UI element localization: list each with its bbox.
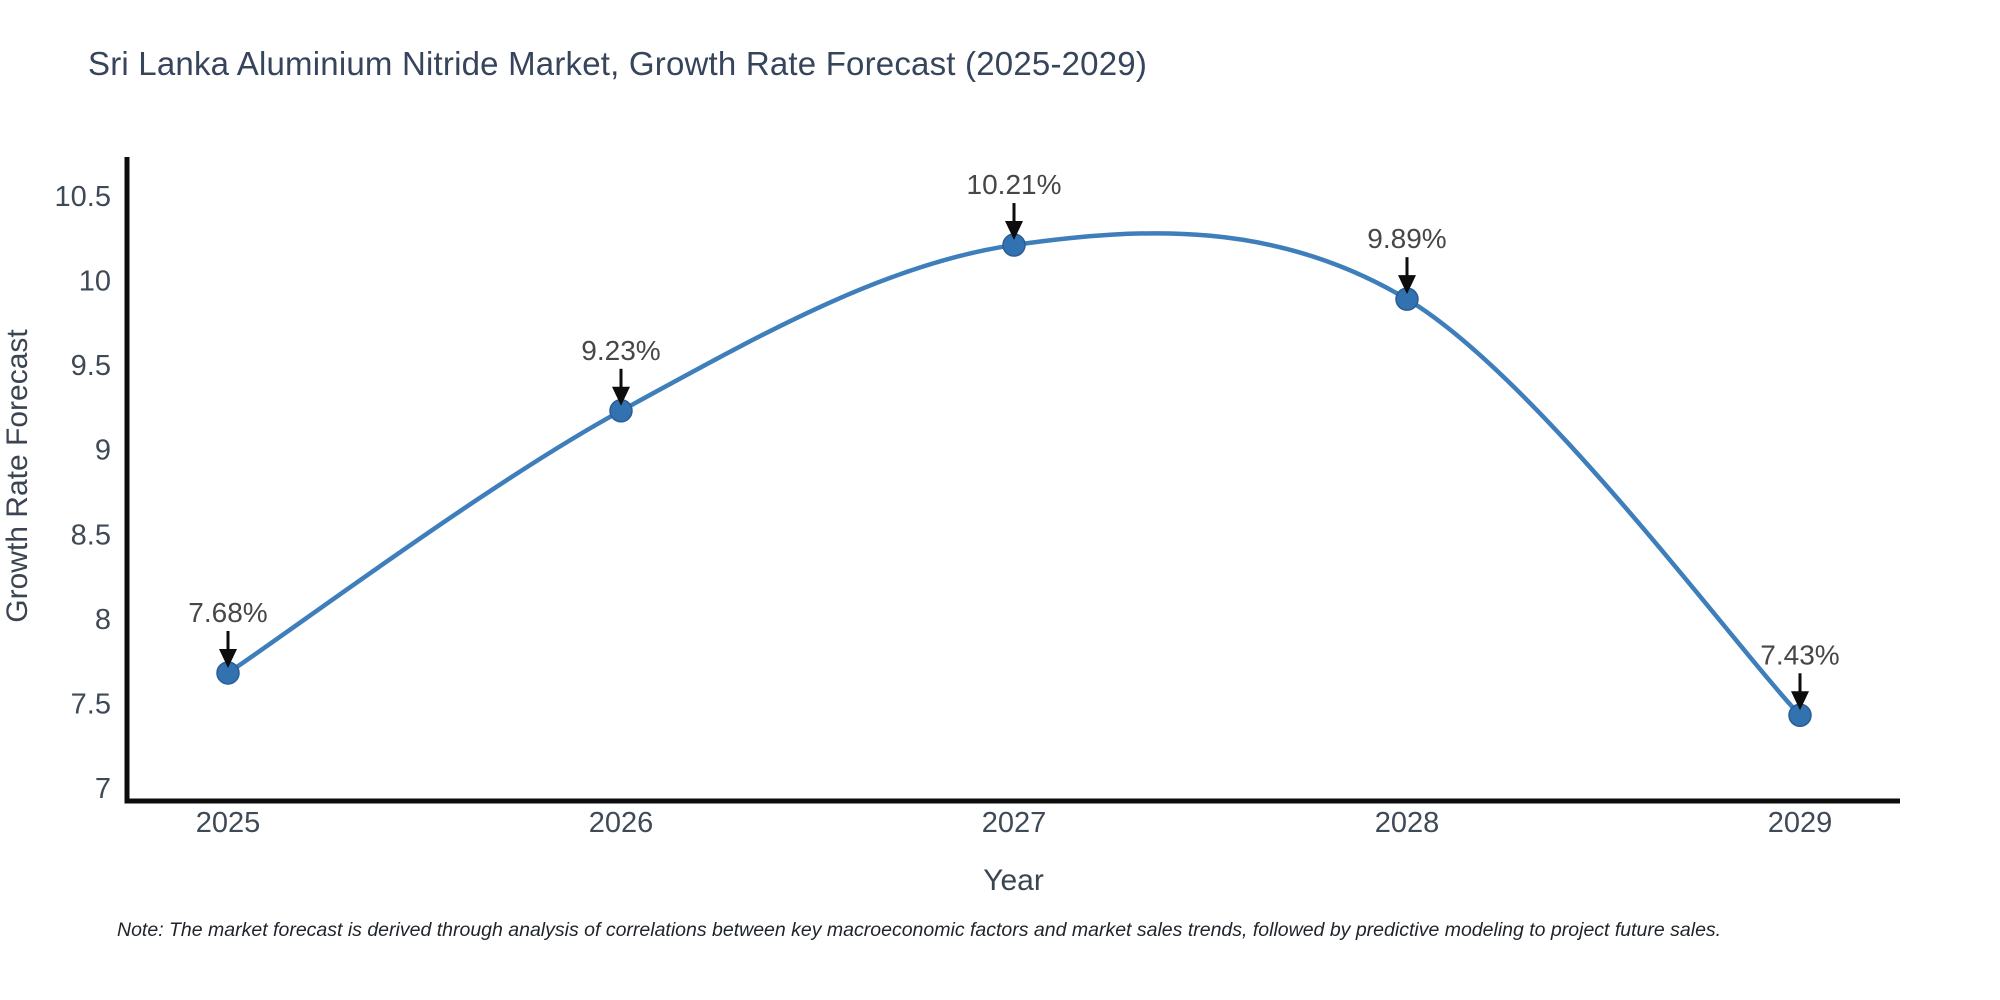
annotation-arrow-head	[1398, 275, 1416, 295]
x-tick-label: 2025	[196, 807, 261, 839]
chart-title: Sri Lanka Aluminium Nitride Market, Grow…	[88, 45, 1148, 82]
y-axis-title: Growth Rate Forecast	[1, 329, 34, 623]
data-point-label: 9.89%	[1367, 223, 1446, 254]
y-tick-label: 10.5	[55, 181, 111, 213]
y-tick-label: 9	[95, 435, 111, 467]
annotation-arrow-head	[612, 386, 630, 406]
data-point-label: 7.43%	[1760, 639, 1839, 670]
data-point-label: 10.21%	[967, 169, 1062, 200]
y-tick-label: 7	[95, 773, 111, 805]
x-tick-label: 2028	[1375, 807, 1440, 839]
annotation-arrow-head	[219, 648, 237, 668]
annotation-arrow-head	[1005, 221, 1023, 241]
data-point-label: 9.23%	[581, 335, 660, 366]
y-tick-label: 8.5	[71, 519, 111, 551]
x-tick-label: 2026	[589, 807, 654, 839]
annotation-arrow-head	[1791, 691, 1809, 711]
x-tick-label: 2029	[1768, 807, 1833, 839]
x-tick-label: 2027	[982, 807, 1047, 839]
y-tick-label: 9.5	[71, 350, 111, 382]
y-tick-label: 10	[79, 266, 111, 298]
chart-footnote: Note: The market forecast is derived thr…	[117, 919, 1722, 941]
y-tick-label: 7.5	[71, 688, 111, 720]
data-point-label: 7.68%	[188, 597, 267, 628]
x-axis-title: Year	[983, 864, 1044, 897]
y-tick-label: 8	[95, 604, 111, 636]
series-line	[225, 231, 1803, 718]
